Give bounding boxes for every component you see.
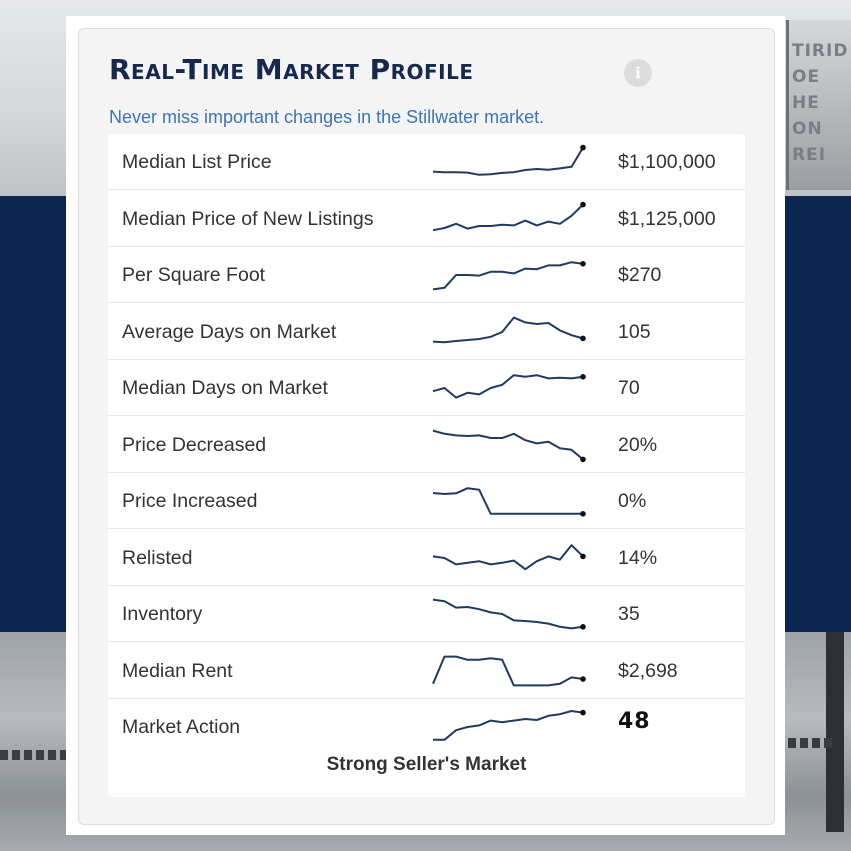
sparkline-path <box>432 316 584 343</box>
metric-row[interactable]: Relisted 14% <box>108 530 745 586</box>
market-summary: Strong Seller's Market <box>326 754 527 775</box>
metric-sparkline <box>432 429 586 462</box>
metric-row[interactable]: Median Price of New Listings $1,125,000 <box>108 191 745 247</box>
metric-row[interactable]: Inventory 35 <box>108 586 745 642</box>
background-sign-text: TIRID OE HE ON REI <box>792 41 849 165</box>
metric-value: 0% <box>618 490 647 512</box>
metric-value: 20% <box>618 433 658 456</box>
metric-row[interactable]: Price Increased 0% <box>108 473 745 529</box>
sparkline-endpoint <box>580 675 586 682</box>
metric-label: Average Days on Market <box>122 320 337 343</box>
sparkline-endpoint <box>580 374 586 380</box>
metric-row[interactable]: Median Rent $2,698 <box>108 643 745 699</box>
metric-row[interactable]: Median Days on Market 70 <box>108 360 745 416</box>
metric-row[interactable]: Market Action 48 <box>108 699 745 755</box>
sparkline-path <box>433 710 584 741</box>
metric-sparkline <box>432 543 586 570</box>
sparkline-endpoint <box>580 335 586 341</box>
metric-label: Price Decreased <box>122 433 267 456</box>
metric-value: $1,100,000 <box>618 151 716 173</box>
sparkline-endpoint <box>580 553 586 559</box>
sparkline-path <box>432 429 584 460</box>
sparkline-endpoint <box>580 709 586 716</box>
metric-label: Median Days on Market <box>122 377 328 399</box>
metric-label: Relisted <box>122 546 193 569</box>
metric-label: Price Increased <box>122 490 258 512</box>
sparkline-endpoint <box>580 511 586 517</box>
sparkline-endpoint <box>580 456 586 462</box>
background-sign <box>786 20 851 190</box>
metric-sparkline <box>432 144 586 176</box>
sparkline-endpoint <box>580 624 586 630</box>
sparkline-path <box>432 487 583 515</box>
metric-label: Inventory <box>122 603 203 625</box>
metric-sparkline <box>432 655 586 686</box>
sparkline-endpoint <box>580 144 586 151</box>
metric-label: Median List Price <box>122 151 272 173</box>
metric-row[interactable]: Median List Price $1,100,000 <box>108 134 745 190</box>
metric-value: $270 <box>618 264 662 286</box>
sparkline-path <box>432 203 584 231</box>
info-icon[interactable]: i <box>624 59 652 87</box>
background-pole <box>826 632 844 832</box>
widget-subtitle: Never miss important changes in the Stil… <box>109 107 545 127</box>
sparkline-endpoint <box>580 261 586 267</box>
metric-row[interactable]: Price Decreased 20% <box>108 417 745 473</box>
widget-title: Real-Time Market Profile <box>109 53 474 86</box>
metric-value: 14% <box>618 546 658 569</box>
metric-value: $2,698 <box>618 659 678 682</box>
metric-sparkline <box>432 201 586 231</box>
metrics-table: Market Action 48 Median Rent $2,698 Inventor… <box>108 134 745 797</box>
background-chain-left <box>0 750 70 760</box>
metric-value: 105 <box>618 320 651 343</box>
sparkline-path <box>432 598 584 630</box>
metric-value: $1,125,000 <box>618 207 716 230</box>
metric-sparkline <box>432 487 586 517</box>
sparkline-path <box>432 374 584 399</box>
metric-sparkline <box>432 316 586 343</box>
metric-sparkline <box>432 374 586 399</box>
metric-value: 70 <box>618 377 640 399</box>
metric-sparkline <box>432 261 586 291</box>
metric-label: Median Price of New Listings <box>122 207 374 230</box>
sparkline-path <box>432 147 584 176</box>
metric-label: Market Action <box>122 716 241 738</box>
metric-value: 48 <box>618 709 651 734</box>
metric-value: 35 <box>618 603 640 625</box>
metric-label: Per Square Foot <box>122 264 266 286</box>
metric-sparkline <box>433 709 586 741</box>
metric-sparkline <box>432 598 586 630</box>
sparkline-path <box>432 261 584 291</box>
metric-row[interactable]: Per Square Foot $270 <box>108 247 745 303</box>
sparkline-path <box>432 655 584 686</box>
metric-row[interactable]: Average Days on Market 105 <box>108 304 745 360</box>
sparkline-endpoint <box>580 201 586 207</box>
background-chain-right <box>776 738 836 748</box>
metric-label: Median Rent <box>122 659 233 682</box>
sparkline-path <box>432 543 584 570</box>
